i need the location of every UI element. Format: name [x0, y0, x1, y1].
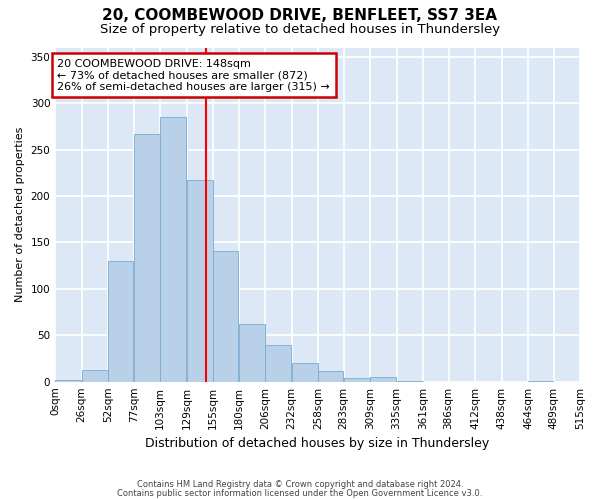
X-axis label: Distribution of detached houses by size in Thundersley: Distribution of detached houses by size …	[145, 437, 490, 450]
Bar	[370, 377, 397, 382]
Bar	[344, 378, 370, 382]
Bar	[160, 117, 187, 382]
Bar	[187, 180, 213, 382]
Bar	[319, 370, 343, 382]
Bar	[214, 251, 238, 382]
Text: Size of property relative to detached houses in Thundersley: Size of property relative to detached ho…	[100, 22, 500, 36]
Text: 20, COOMBEWOOD DRIVE, BENFLEET, SS7 3EA: 20, COOMBEWOOD DRIVE, BENFLEET, SS7 3EA	[103, 8, 497, 22]
Text: Contains HM Land Registry data © Crown copyright and database right 2024.: Contains HM Land Registry data © Crown c…	[137, 480, 463, 489]
Bar	[528, 381, 553, 382]
Bar	[239, 324, 265, 382]
Bar	[292, 363, 318, 382]
Bar	[265, 346, 292, 382]
Bar	[397, 381, 423, 382]
Text: Contains public sector information licensed under the Open Government Licence v3: Contains public sector information licen…	[118, 489, 482, 498]
Bar	[134, 134, 160, 382]
Y-axis label: Number of detached properties: Number of detached properties	[15, 127, 25, 302]
Text: 20 COOMBEWOOD DRIVE: 148sqm
← 73% of detached houses are smaller (872)
26% of se: 20 COOMBEWOOD DRIVE: 148sqm ← 73% of det…	[57, 58, 330, 92]
Bar	[82, 370, 108, 382]
Bar	[109, 261, 133, 382]
Bar	[55, 380, 82, 382]
